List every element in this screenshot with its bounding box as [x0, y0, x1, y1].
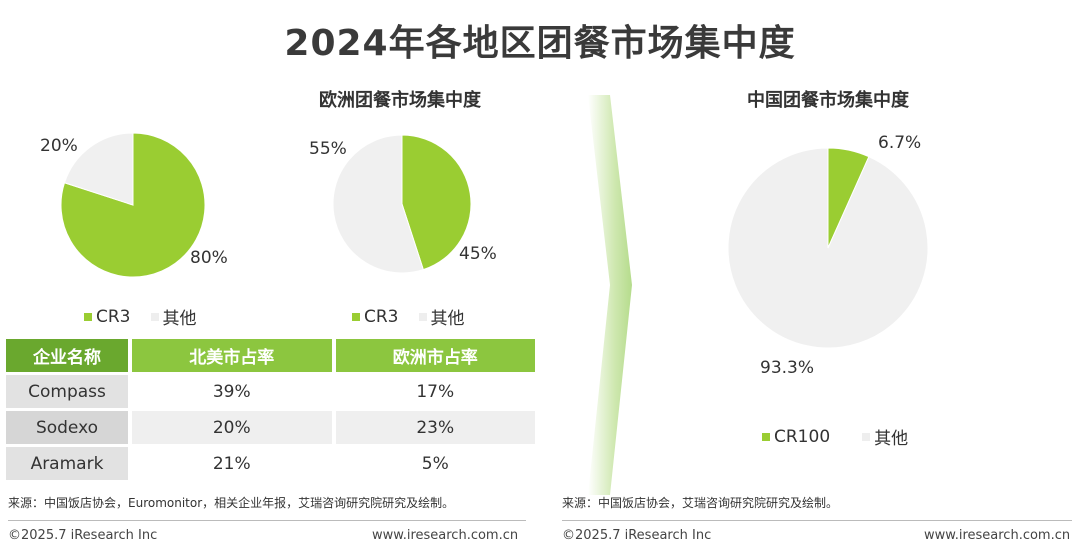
- table-gap: [331, 339, 336, 372]
- legend-item-other: 其他: [418, 304, 465, 329]
- footer-website-right: www.iresearch.com.cn: [924, 528, 1071, 543]
- legend-swatch: [84, 312, 92, 321]
- legend-label: 其他: [430, 309, 465, 329]
- table-gap: [128, 447, 132, 480]
- legend-label: 其他: [874, 429, 909, 449]
- legend-label: CR3: [96, 306, 131, 327]
- pie1-label-other: 20%: [40, 136, 78, 156]
- footer-divider-left: [8, 520, 526, 521]
- pie-chart-2: [332, 134, 472, 274]
- table-gap: [331, 375, 336, 408]
- table-header-eu-share: 欧洲市占率: [335, 339, 535, 372]
- legend-item-cr3: CR3: [84, 307, 131, 327]
- legend-label: 其他: [162, 309, 197, 329]
- pie3-title: 中国团餐市场集中度: [747, 90, 909, 111]
- pie-slice-cr3: [401, 134, 472, 271]
- na-share-value: 20%: [132, 411, 332, 444]
- pie-slice-other: [727, 147, 929, 349]
- eu-share-value: 17%: [335, 375, 535, 408]
- pie2-title: 欧洲团餐市场集中度: [319, 90, 481, 111]
- legend-item-cr3: CR3: [352, 307, 399, 327]
- pie2-label-cr3: 45%: [459, 244, 497, 264]
- legend-swatch: [862, 432, 871, 441]
- pie-slice-other: [332, 134, 424, 274]
- table-gap: [128, 411, 132, 444]
- page-title: 2024年各地区团餐市场集中度: [284, 23, 796, 64]
- table-header-company: 企业名称: [6, 339, 128, 372]
- pie3-label-cr100: 6.7%: [878, 133, 922, 153]
- pie2-legend: CR3 其他: [352, 304, 479, 329]
- pie2-label-other: 55%: [309, 139, 347, 159]
- eu-share-value: 5%: [335, 447, 535, 480]
- pie-slice-other: [63, 132, 134, 206]
- table-gap: [331, 411, 336, 444]
- market-share-table: 企业名称 北美市占率 欧洲市占率 Compass 39% 17% Sodexo …: [6, 336, 535, 483]
- table-row: Sodexo 20% 23%: [6, 411, 535, 444]
- legend-label: CR3: [364, 306, 399, 327]
- pie1-legend: CR3 其他: [84, 304, 211, 329]
- table-header-row: 企业名称 北美市占率 欧洲市占率: [6, 339, 535, 372]
- table-row: Compass 39% 17%: [6, 375, 535, 408]
- footer-copyright-left: ©2025.7 iResearch Inc: [8, 528, 158, 543]
- footer-divider-right: [562, 520, 1072, 521]
- company-name: Compass: [6, 375, 128, 408]
- na-share-value: 39%: [132, 375, 332, 408]
- company-name: Sodexo: [6, 411, 128, 444]
- legend-item-other: 其他: [862, 424, 908, 449]
- table-gap: [331, 447, 336, 480]
- pie3-legend: CR100 其他: [762, 424, 922, 449]
- legend-swatch: [762, 432, 770, 441]
- footer-website-left: www.iresearch.com.cn: [372, 528, 519, 543]
- legend-swatch: [352, 312, 360, 321]
- table-row: Aramark 21% 5%: [6, 447, 535, 480]
- legend-swatch: [418, 312, 427, 321]
- na-share-value: 21%: [132, 447, 332, 480]
- legend-item-cr100: CR100: [762, 427, 830, 447]
- table-gap: [128, 339, 132, 372]
- arrow-divider-icon: [588, 95, 632, 495]
- eu-share-value: 23%: [335, 411, 535, 444]
- table-gap: [128, 375, 132, 408]
- pie3-label-other: 93.3%: [760, 358, 815, 378]
- company-name: Aramark: [6, 447, 128, 480]
- pie-chart-3: [727, 147, 929, 349]
- pie-chart-1: [60, 132, 206, 278]
- table-header-na-share: 北美市占率: [132, 339, 332, 372]
- footer-copyright-right: ©2025.7 iResearch Inc: [562, 528, 712, 543]
- legend-item-other: 其他: [150, 304, 197, 329]
- source-note-right: 来源：中国饭店协会，艾瑞咨询研究院研究及绘制。: [562, 496, 839, 510]
- legend-swatch: [150, 312, 159, 321]
- source-note-left: 来源：中国饭店协会，Euromonitor，相关企业年报，艾瑞咨询研究院研究及绘…: [8, 496, 455, 510]
- pie1-label-cr3: 80%: [190, 248, 228, 268]
- legend-label: CR100: [774, 426, 831, 447]
